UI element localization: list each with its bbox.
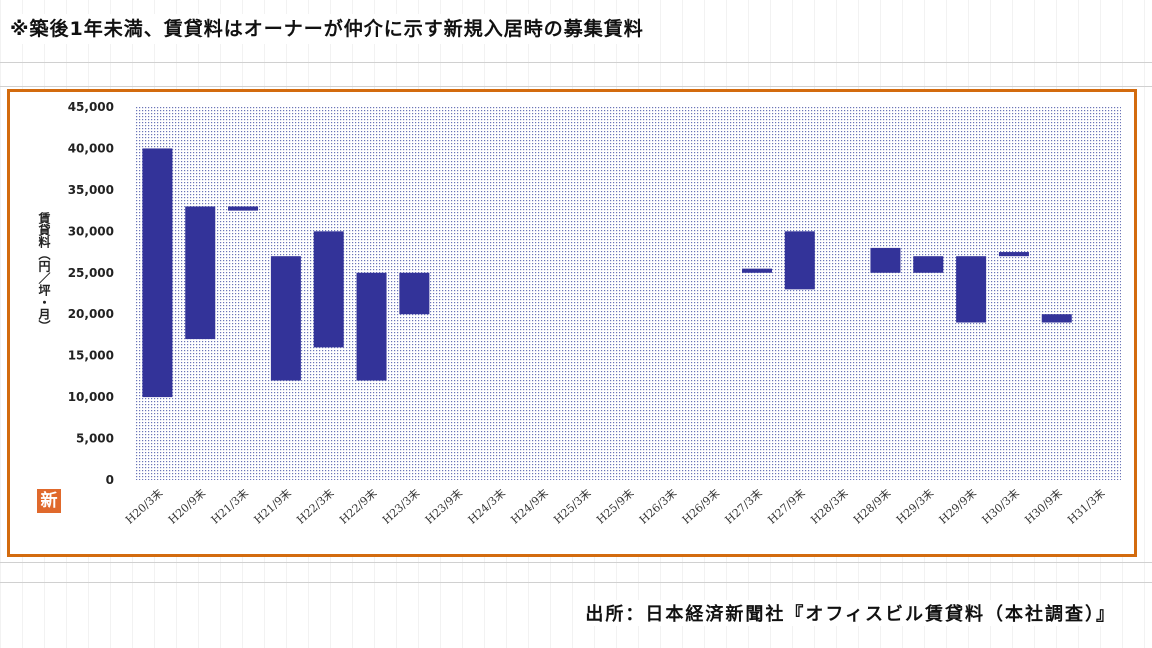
range-bar[interactable] (356, 272, 387, 381)
x-tick-label: H20/9末 (165, 486, 208, 527)
range-bar[interactable] (956, 256, 987, 323)
x-tick-label: H28/9末 (850, 486, 893, 527)
range-bar[interactable] (142, 148, 173, 398)
range-bar[interactable] (998, 252, 1029, 257)
range-bar[interactable] (870, 247, 901, 273)
x-tick-label: H29/9末 (936, 486, 979, 527)
x-tick-label: H28/3末 (808, 486, 851, 527)
x-tick-label: H30/3末 (979, 486, 1022, 527)
x-tick-label: H26/9末 (679, 486, 722, 527)
sheet-row-line (0, 62, 1152, 63)
x-tick-label: H27/9末 (765, 486, 808, 527)
x-tick-label: H24/9末 (508, 486, 551, 527)
y-tick-label: 20,000 (68, 307, 114, 321)
x-tick-label: H30/9末 (1022, 486, 1065, 527)
sheet-row-line (0, 582, 1152, 583)
rent-range-chart: 0 5,000 10,000 15,000 20,000 25,000 30,000 35,0… (37, 100, 1121, 527)
x-tick-label: H20/3末 (122, 486, 165, 527)
y-tick-label: 45,000 (68, 100, 114, 114)
range-bar[interactable] (228, 206, 259, 211)
range-bar[interactable] (399, 272, 430, 315)
x-tick-label: H21/3末 (208, 486, 251, 527)
x-tick-label: H22/9末 (337, 486, 380, 527)
y-tick-label: 10,000 (68, 390, 114, 404)
x-tick-label: H22/3末 (294, 486, 337, 527)
y-tick-label: 25,000 (68, 266, 114, 280)
chart-note: ※築後1年未満、賃貸料はオーナーが仲介に示す新規入居時の募集賃料 (10, 14, 652, 44)
x-tick-label: H23/3末 (379, 486, 422, 527)
x-tick-label: H26/3末 (636, 486, 679, 527)
source-citation: 出所：日本経済新聞社『オフィスビル賃貸料（本社調査）』 (577, 600, 1116, 626)
range-bar[interactable] (913, 256, 944, 273)
range-bar[interactable] (784, 231, 815, 290)
x-tick-label: H25/3末 (551, 486, 594, 527)
y-axis-label: 賃貸料（円／坪・月） (37, 211, 51, 332)
sheet-row-line (0, 562, 1152, 563)
range-bar[interactable] (741, 268, 772, 273)
range-bar[interactable] (185, 206, 216, 340)
y-tick-label: 35,000 (68, 183, 114, 197)
y-tick-label: 40,000 (68, 141, 114, 155)
range-bar[interactable] (1041, 314, 1072, 323)
nikkei-new-badge: 新 (37, 489, 61, 513)
x-tick-label: H23/9末 (422, 486, 465, 527)
x-tick-label: H25/9末 (593, 486, 636, 527)
x-tick-label: H29/3末 (893, 486, 936, 527)
range-bar[interactable] (270, 256, 301, 381)
x-tick-label: H24/3末 (465, 486, 508, 527)
x-tick-label: H21/9末 (251, 486, 294, 527)
x-tick-label: H31/3末 (1065, 486, 1108, 527)
y-tick-label: 30,000 (68, 224, 114, 238)
y-tick-label: 5,000 (76, 432, 114, 446)
x-tick-label: H27/3末 (722, 486, 765, 527)
chart-frame[interactable]: 0 5,000 10,000 15,000 20,000 25,000 30,000 35,0… (7, 89, 1137, 557)
sheet-row-line (0, 86, 1152, 87)
range-bar[interactable] (313, 231, 344, 348)
y-tick-label: 15,000 (68, 349, 114, 363)
y-tick-label: 0 (106, 473, 114, 487)
